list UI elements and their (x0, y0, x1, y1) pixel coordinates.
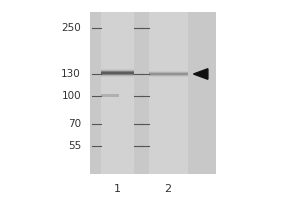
Bar (148, 75, 188, 76)
Bar (148, 12, 188, 174)
Text: 250: 250 (61, 23, 81, 33)
Text: 100: 100 (61, 91, 81, 101)
Bar (100, 69, 134, 70)
Bar (100, 94, 119, 97)
Text: 130: 130 (61, 69, 81, 79)
Bar (100, 76, 134, 77)
Bar (100, 74, 134, 75)
Bar (100, 12, 134, 174)
Text: 55: 55 (68, 141, 81, 151)
Bar (90, 12, 216, 174)
Bar (148, 73, 188, 74)
Bar (100, 70, 134, 71)
Bar (100, 71, 134, 72)
Text: 70: 70 (68, 119, 81, 129)
Bar (148, 76, 188, 77)
Bar (148, 74, 188, 75)
Bar (148, 72, 188, 73)
Text: 2: 2 (164, 184, 171, 194)
Polygon shape (194, 69, 208, 79)
Bar (100, 72, 134, 73)
Bar (148, 71, 188, 72)
Text: 1: 1 (113, 184, 121, 194)
Bar (100, 75, 134, 76)
Bar (100, 73, 134, 74)
